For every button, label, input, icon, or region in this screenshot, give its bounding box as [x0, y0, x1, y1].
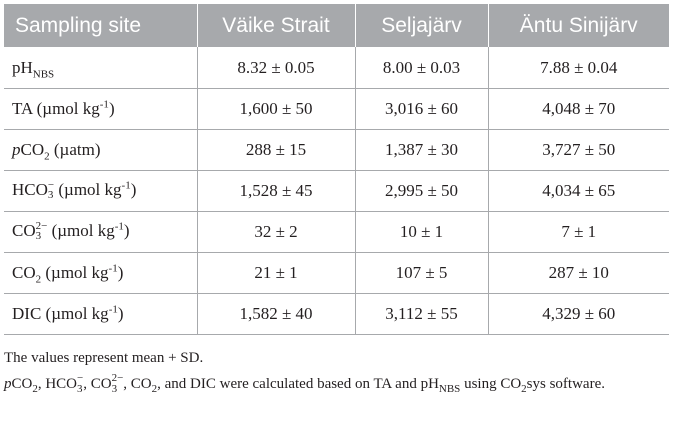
table-row: CO 2− 3 (µmol kg-1) 32 ± 2 10 ± 1 7 ± 1	[4, 211, 669, 253]
table-row: TA (µmol kg-1) 1,600 ± 50 3,016 ± 60 4,0…	[4, 88, 669, 130]
cell-value: 7 ± 1	[488, 211, 669, 253]
cell-value: 8.00 ± 0.03	[355, 47, 489, 89]
footnote-mean-sd: The values represent mean + SD.	[4, 350, 204, 366]
cell-value: 1,582 ± 40	[197, 293, 356, 335]
cell-value: 4,329 ± 60	[488, 293, 669, 335]
row-label-co3: CO 2− 3 (µmol kg-1)	[4, 211, 198, 253]
cell-value: 1,528 ± 45	[197, 170, 356, 212]
table-row: HCO −3 (µmol kg-1) 1,528 ± 45 2,995 ± 50 …	[4, 170, 669, 212]
cell-value: 2,995 ± 50	[355, 170, 489, 212]
cell-value: 10 ± 1	[355, 211, 489, 253]
row-label-ta: TA (µmol kg-1)	[4, 88, 198, 130]
cell-value: 8.32 ± 0.05	[197, 47, 356, 89]
cell-value: 287 ± 10	[488, 252, 669, 294]
row-label-co2: CO2 (µmol kg-1)	[4, 252, 198, 294]
table-row: CO2 (µmol kg-1) 21 ± 1 107 ± 5 287 ± 10	[4, 252, 669, 294]
header-vaike-strait: Väike Strait	[197, 4, 356, 47]
cell-value: 1,387 ± 30	[355, 129, 489, 171]
cell-value: 32 ± 2	[197, 211, 356, 253]
data-table-container: Sampling site Väike Strait Seljajärv Änt…	[4, 4, 669, 335]
table-row: pHNBS 8.32 ± 0.05 8.00 ± 0.03 7.88 ± 0.0…	[4, 47, 669, 89]
carbonate-chemistry-table: Sampling site Väike Strait Seljajärv Änt…	[4, 4, 669, 335]
footnote-calculation: pCO2, HCO −3, CO 2− 3, CO2, and DIC were ca…	[4, 372, 605, 395]
cell-value: 4,048 ± 70	[488, 88, 669, 130]
cell-value: 7.88 ± 0.04	[488, 47, 669, 89]
cell-value: 3,016 ± 60	[355, 88, 489, 130]
header-antu-sinijarv: Äntu Sinijärv	[488, 4, 669, 47]
row-label-ph: pHNBS	[4, 47, 198, 89]
row-label-hco3: HCO −3 (µmol kg-1)	[4, 170, 198, 212]
header-sampling-site: Sampling site	[4, 4, 198, 47]
cell-value: 107 ± 5	[355, 252, 489, 294]
cell-value: 3,727 ± 50	[488, 129, 669, 171]
cell-value: 1,600 ± 50	[197, 88, 356, 130]
cell-value: 3,112 ± 55	[355, 293, 489, 335]
cell-value: 4,034 ± 65	[488, 170, 669, 212]
header-row: Sampling site Väike Strait Seljajärv Änt…	[4, 4, 669, 47]
header-seljajarv: Seljajärv	[355, 4, 489, 47]
table-row: pCO2 (µatm) 288 ± 15 1,387 ± 30 3,727 ± …	[4, 129, 669, 171]
row-label-pco2: pCO2 (µatm)	[4, 129, 198, 171]
row-label-dic: DIC (µmol kg-1)	[4, 293, 198, 335]
cell-value: 288 ± 15	[197, 129, 356, 171]
table-row: DIC (µmol kg-1) 1,582 ± 40 3,112 ± 55 4,…	[4, 293, 669, 335]
cell-value: 21 ± 1	[197, 252, 356, 294]
